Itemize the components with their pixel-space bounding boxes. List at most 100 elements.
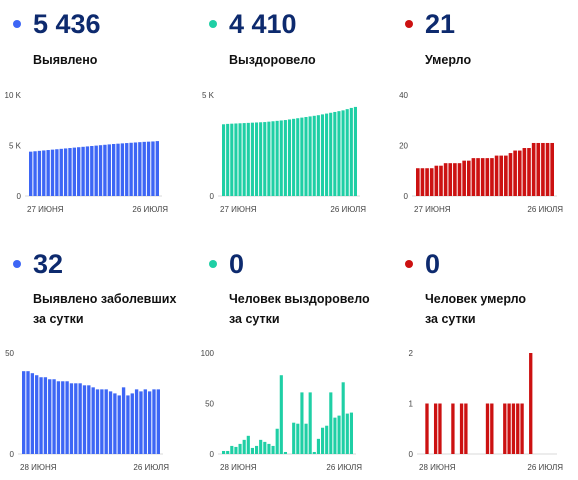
bar [147,391,152,454]
bar [494,155,499,196]
x-tick-label-end: 26 ИЮЛЯ [326,463,362,472]
bar [238,123,242,196]
bar [117,395,121,454]
label-line: за сутки [425,312,476,326]
bar [254,122,259,196]
bar [545,142,550,196]
y-tick-label: 0 [404,192,409,201]
bar [292,422,296,454]
y-tick-label: 5 K [202,91,215,100]
bar [156,389,160,454]
bar [296,423,300,454]
bar [433,403,438,454]
bar [133,142,138,196]
bar [508,153,513,196]
bar [103,144,107,196]
bar [439,165,443,196]
bar [263,122,267,196]
bar [341,382,345,454]
bar [108,391,113,454]
bar [35,375,39,454]
bar [246,122,250,196]
bar [65,381,69,454]
bar [116,143,120,196]
bar [146,141,151,196]
bar [485,403,490,454]
bar [275,428,279,454]
bar [345,109,349,196]
y-tick-label: 20 [399,142,408,151]
series-color-dot [209,20,217,28]
bar [320,114,325,196]
bar [142,141,146,196]
bar [453,163,457,196]
y-tick-label: 100 [201,349,215,358]
deaths-total-value: 21 [425,9,456,39]
y-tick-label: 50 [5,349,14,358]
recovered-daily-label: Человек выздоровело за сутки [229,289,370,329]
bar [151,141,155,196]
bar [234,123,238,196]
bar [275,120,279,196]
y-tick-label: 40 [399,91,408,100]
bar [120,143,125,196]
bar [304,423,308,454]
x-tick-label-end: 26 ИЮЛЯ [132,205,168,214]
detected-daily-value: 32 [33,249,64,279]
bar [222,124,226,196]
bar [100,389,104,454]
bar [152,389,156,454]
bar [522,148,527,196]
bar [438,403,442,454]
bar [226,123,230,196]
x-tick-label-start: 27 ИЮНЯ [220,205,257,214]
bar [113,393,117,454]
bar [304,117,308,196]
bar [263,441,267,454]
bar [222,450,226,454]
y-tick-label: 0 [409,450,414,459]
bar [250,122,254,196]
label-line: Выявлено [33,53,98,67]
bar [443,163,448,196]
bar [476,158,480,196]
bar [30,373,35,454]
bar [39,377,43,454]
bar [451,403,455,454]
bar [341,110,345,196]
y-tick-label: 5 K [9,142,22,151]
recovered-total-label: Выздоровело [229,50,316,70]
bar [230,445,234,454]
bar [69,383,74,454]
bar [471,158,476,196]
bar [480,158,485,196]
bar [279,375,283,454]
series-color-dot [13,20,21,28]
bar [271,445,275,454]
bar [50,149,55,196]
bar [425,403,429,454]
bar [238,443,242,454]
bar [95,389,100,454]
bar [308,392,312,454]
bar [353,106,357,196]
bar [550,142,554,196]
bar [56,381,61,454]
bar [517,150,522,196]
bar [77,147,81,196]
bar [429,168,434,196]
label-line: Человек выздоровело [229,292,370,306]
bar [325,113,329,196]
y-tick-label: 0 [10,450,15,459]
bar [504,155,508,196]
deaths-daily-chart: 0 1 2 28 ИЮНЯ 26 ИЮЛЯ [409,349,564,472]
bar [143,389,147,454]
bar [74,383,78,454]
bar [466,160,471,196]
bar [46,150,50,196]
bar [81,146,85,196]
bar [94,145,98,196]
bar [503,403,507,454]
bar [448,163,453,196]
bar [52,379,56,454]
